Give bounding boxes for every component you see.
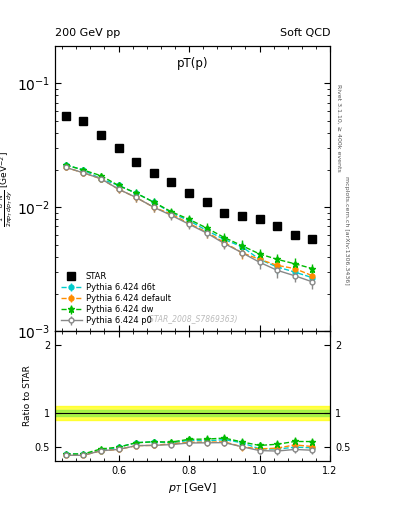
STAR	[99, 133, 103, 139]
STAR	[151, 169, 156, 176]
Y-axis label: $\frac{1}{2\pi p_T} \frac{d^2N}{dp_T\, dy}$ [GeV$^{-2}$]: $\frac{1}{2\pi p_T} \frac{d^2N}{dp_T\, d…	[0, 151, 15, 227]
STAR	[257, 216, 262, 222]
STAR	[292, 232, 297, 238]
Text: (STAR_2008_S7869363): (STAR_2008_S7869363)	[147, 314, 238, 323]
STAR	[169, 179, 174, 185]
STAR	[240, 213, 244, 219]
Text: pT(p): pT(p)	[177, 57, 208, 71]
STAR	[63, 113, 68, 119]
STAR	[222, 210, 227, 216]
STAR	[134, 159, 138, 165]
Text: Soft QCD: Soft QCD	[280, 28, 330, 38]
Line: STAR: STAR	[62, 112, 316, 243]
Text: mcplots.cern.ch [arXiv:1306.3436]: mcplots.cern.ch [arXiv:1306.3436]	[344, 176, 349, 285]
STAR	[275, 223, 279, 229]
X-axis label: $p_T$ [GeV]: $p_T$ [GeV]	[168, 481, 217, 495]
STAR	[204, 199, 209, 205]
STAR	[116, 145, 121, 151]
STAR	[310, 237, 315, 243]
STAR	[81, 118, 86, 124]
Legend: STAR, Pythia 6.424 d6t, Pythia 6.424 default, Pythia 6.424 dw, Pythia 6.424 p0: STAR, Pythia 6.424 d6t, Pythia 6.424 def…	[59, 270, 173, 327]
Text: 200 GeV pp: 200 GeV pp	[55, 28, 120, 38]
Y-axis label: Ratio to STAR: Ratio to STAR	[23, 366, 32, 426]
STAR	[187, 190, 191, 196]
Text: Rivet 3.1.10, ≥ 400k events: Rivet 3.1.10, ≥ 400k events	[336, 84, 341, 172]
